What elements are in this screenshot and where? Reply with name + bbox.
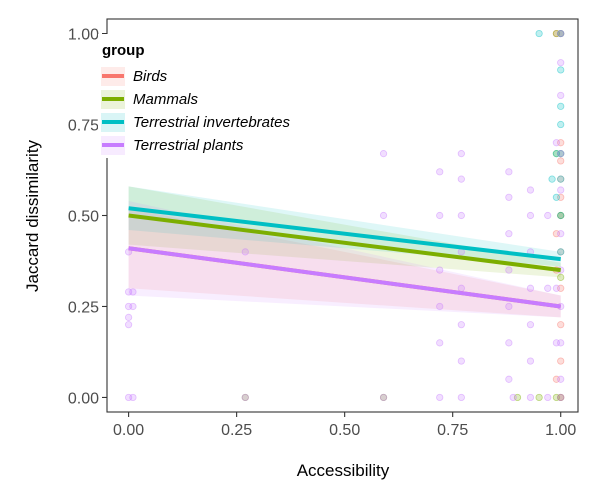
- x-tick-label: 0.25: [221, 422, 252, 439]
- y-tick-label: 1.00: [68, 27, 99, 44]
- x-axis-title: Accessibility: [297, 461, 390, 480]
- data-point: [125, 321, 131, 327]
- data-point: [437, 212, 443, 218]
- data-point: [506, 340, 512, 346]
- x-tick-label: 0.00: [113, 422, 144, 439]
- data-point: [380, 212, 386, 218]
- data-point: [527, 394, 533, 400]
- data-point: [458, 321, 464, 327]
- data-point: [130, 394, 136, 400]
- data-point: [545, 212, 551, 218]
- legend-label: Birds: [133, 68, 168, 85]
- data-point: [558, 121, 564, 127]
- data-point: [125, 314, 131, 320]
- data-point: [437, 169, 443, 175]
- data-point: [458, 212, 464, 218]
- data-point: [558, 249, 564, 255]
- data-point: [458, 358, 464, 364]
- data-point: [506, 169, 512, 175]
- data-point: [527, 212, 533, 218]
- data-point: [506, 194, 512, 200]
- data-point: [558, 92, 564, 98]
- data-point: [458, 285, 464, 291]
- data-point: [130, 289, 136, 295]
- data-point: [506, 267, 512, 273]
- data-point: [553, 194, 559, 200]
- data-point: [527, 187, 533, 193]
- x-axis: 0.00 0.25 0.50 0.75 1.00: [113, 412, 576, 439]
- data-point: [558, 158, 564, 164]
- data-point: [458, 394, 464, 400]
- data-point: [545, 285, 551, 291]
- data-point: [553, 285, 559, 291]
- data-point: [558, 67, 564, 73]
- data-point: [437, 267, 443, 273]
- y-axis-title: Jaccard dissimilarity: [23, 139, 42, 292]
- data-point: [458, 176, 464, 182]
- y-tick-label: 0.00: [68, 390, 99, 407]
- legend-label: Terrestrial invertebrates: [133, 114, 291, 131]
- data-point: [558, 176, 564, 182]
- data-point: [558, 376, 564, 382]
- data-point: [558, 274, 564, 280]
- data-point: [437, 303, 443, 309]
- y-tick-label: 0.75: [68, 118, 99, 135]
- data-point: [506, 230, 512, 236]
- legend-title: group: [102, 42, 145, 59]
- data-point: [545, 394, 551, 400]
- data-point: [558, 59, 564, 65]
- data-point: [437, 340, 443, 346]
- data-point: [536, 394, 542, 400]
- data-point: [242, 394, 248, 400]
- data-point: [558, 187, 564, 193]
- y-tick-label: 0.50: [68, 209, 99, 226]
- legend: group Birds Mammals Terrestrial invertebra…: [98, 34, 306, 158]
- x-tick-label: 0.50: [329, 422, 360, 439]
- data-point: [527, 285, 533, 291]
- data-point: [527, 321, 533, 327]
- data-point: [553, 140, 559, 146]
- legend-label: Mammals: [133, 91, 199, 108]
- data-point: [527, 358, 533, 364]
- data-point: [558, 150, 564, 156]
- data-point: [536, 30, 542, 36]
- data-point: [558, 321, 564, 327]
- data-point: [458, 150, 464, 156]
- data-point: [558, 394, 564, 400]
- data-point: [506, 376, 512, 382]
- data-point: [380, 394, 386, 400]
- x-tick-label: 0.75: [437, 422, 468, 439]
- data-point: [380, 150, 386, 156]
- data-point: [558, 358, 564, 364]
- data-point: [553, 340, 559, 346]
- data-point: [558, 103, 564, 109]
- legend-label: Terrestrial plants: [133, 137, 244, 154]
- y-tick-label: 0.25: [68, 299, 99, 316]
- data-point: [506, 303, 512, 309]
- data-point: [549, 176, 555, 182]
- data-point: [437, 394, 443, 400]
- data-point: [558, 30, 564, 36]
- x-tick-label: 1.00: [545, 422, 576, 439]
- data-point: [510, 394, 516, 400]
- data-point: [242, 249, 248, 255]
- data-point: [558, 212, 564, 218]
- data-point: [558, 230, 564, 236]
- data-point: [130, 303, 136, 309]
